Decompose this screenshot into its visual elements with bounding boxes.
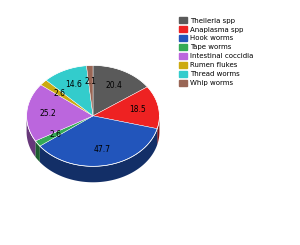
Polygon shape [41,80,93,116]
Polygon shape [86,65,93,116]
Text: 18.5: 18.5 [129,105,146,114]
Text: 2.6: 2.6 [49,130,61,139]
Polygon shape [157,116,159,145]
Polygon shape [27,85,93,141]
Polygon shape [93,87,159,129]
Text: 25.2: 25.2 [40,109,56,118]
Text: 2.6: 2.6 [53,89,65,98]
Text: 14.6: 14.6 [65,80,82,89]
Polygon shape [40,129,157,182]
Text: 20.4: 20.4 [105,81,122,90]
Polygon shape [40,116,157,166]
Text: 2.1: 2.1 [85,77,97,86]
Polygon shape [35,141,40,162]
Polygon shape [46,66,93,116]
Text: 47.7: 47.7 [93,145,110,154]
Polygon shape [93,65,147,116]
Polygon shape [35,116,93,146]
Legend: Theileria spp, Anaplasma spp, Hook worms, Tape worms, Intestinal coccidia, Rumen: Theileria spp, Anaplasma spp, Hook worms… [178,16,255,87]
Polygon shape [27,116,35,157]
